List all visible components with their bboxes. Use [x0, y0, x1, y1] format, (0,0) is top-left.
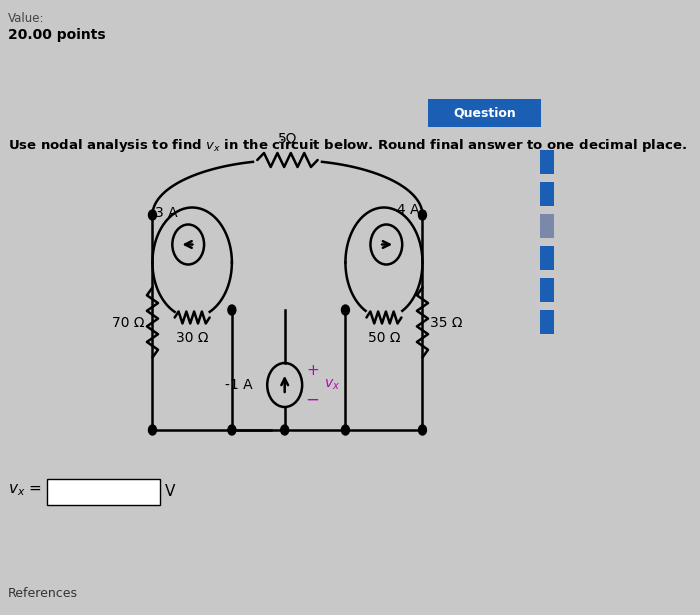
FancyBboxPatch shape — [540, 150, 554, 174]
Text: -1 A: -1 A — [225, 378, 253, 392]
Text: +: + — [306, 362, 319, 378]
FancyBboxPatch shape — [540, 278, 554, 302]
Text: Value:: Value: — [8, 12, 44, 25]
Circle shape — [342, 305, 349, 315]
Text: -4 A: -4 A — [393, 202, 420, 216]
Circle shape — [419, 210, 426, 220]
FancyBboxPatch shape — [540, 310, 554, 334]
Circle shape — [228, 305, 236, 315]
FancyBboxPatch shape — [428, 99, 541, 127]
Circle shape — [228, 425, 236, 435]
Circle shape — [148, 425, 156, 435]
Text: 70 Ω: 70 Ω — [112, 315, 144, 330]
Circle shape — [419, 425, 426, 435]
Text: Use nodal analysis to find $v_x$ in the circuit below. Round final answer to one: Use nodal analysis to find $v_x$ in the … — [8, 137, 687, 154]
Text: 20.00 points: 20.00 points — [8, 28, 106, 42]
FancyBboxPatch shape — [540, 182, 554, 206]
FancyBboxPatch shape — [47, 479, 160, 505]
Text: 50 Ω: 50 Ω — [368, 331, 400, 346]
Text: $v_x$: $v_x$ — [324, 378, 340, 392]
Circle shape — [281, 425, 288, 435]
Text: 5Ω: 5Ω — [278, 132, 298, 146]
Text: References: References — [8, 587, 78, 600]
FancyBboxPatch shape — [540, 246, 554, 270]
Circle shape — [148, 210, 156, 220]
Circle shape — [342, 425, 349, 435]
Text: Question: Question — [453, 106, 516, 119]
Text: 30 Ω: 30 Ω — [176, 331, 209, 346]
Text: $v_x$ =: $v_x$ = — [8, 482, 42, 498]
Text: −: − — [305, 391, 319, 409]
Text: V: V — [164, 485, 175, 499]
Text: 3 A: 3 A — [155, 205, 177, 220]
Text: 35 Ω: 35 Ω — [430, 315, 463, 330]
FancyBboxPatch shape — [540, 214, 554, 238]
